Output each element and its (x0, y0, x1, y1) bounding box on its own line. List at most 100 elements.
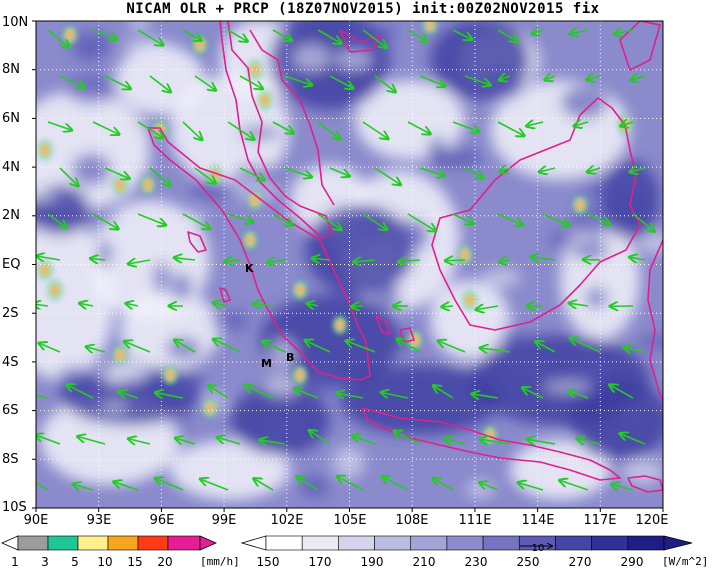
cloud-patch (101, 402, 128, 413)
wind-vector (587, 168, 601, 172)
clear-sky-patch (548, 232, 575, 249)
clear-sky-patch (96, 239, 113, 268)
wind-vector (284, 75, 312, 85)
precip-colorbar-cell (107, 535, 139, 551)
wind-vector (104, 167, 129, 178)
wind-vector (59, 167, 78, 186)
precip-colorbar-label: 1 (11, 555, 19, 569)
wind-vector (354, 260, 376, 262)
wind-vector (630, 257, 646, 260)
clear-sky-patch (394, 219, 431, 251)
clear-sky-patch (369, 282, 400, 313)
cloud-patch (543, 381, 593, 392)
wind-vector (209, 386, 229, 399)
wind-vector (362, 29, 386, 47)
precip-colorbar-lowcap (1, 535, 19, 551)
coastline (627, 475, 663, 493)
olr-colorbar-lowcap (240, 535, 267, 551)
precip-colorbar-label: 10 (97, 555, 113, 569)
wind-vector (452, 213, 473, 224)
wind-vector (59, 75, 85, 88)
olr-colorbar-label: 150 (256, 555, 280, 569)
wind-vector (312, 258, 331, 260)
wind-vector (346, 341, 376, 353)
lat-label: 4S (2, 355, 19, 370)
cloud-patch (621, 459, 663, 486)
clear-sky-patch (189, 178, 233, 200)
lat-label: 2N (2, 208, 20, 223)
rain-cell (462, 251, 468, 259)
wind-vector (294, 389, 319, 399)
rain-cell (247, 236, 253, 244)
wind-vector (464, 75, 490, 85)
wind-vector (442, 306, 454, 307)
wind-vector (73, 484, 94, 490)
olr-colorbar-label: 210 (412, 555, 436, 569)
wind-vector (317, 121, 340, 139)
wind-vector (175, 340, 196, 353)
wind-vector (438, 341, 466, 353)
wind-vector (394, 431, 421, 445)
precip-unit: [mm/h] (200, 555, 240, 568)
wind-vector (569, 303, 589, 306)
wind-vector (225, 260, 241, 262)
clear-sky-patch (570, 208, 613, 238)
clear-sky-patch (210, 311, 250, 331)
lat-label: 2S (2, 306, 19, 321)
lon-label: 114E (521, 513, 555, 528)
cloud-patch (430, 280, 510, 360)
cloud-patch (233, 177, 280, 203)
wind-vector (149, 75, 171, 92)
olr-colorbar-label: 170 (308, 555, 332, 569)
wind-vector (397, 339, 421, 353)
wind-vector (137, 29, 163, 45)
wind-vector (47, 213, 66, 228)
precip-colorbar-highcap (199, 535, 217, 551)
wind-vector (499, 76, 511, 80)
rain-cell (262, 96, 268, 104)
cloud-patch (510, 440, 610, 500)
marker-b: B (286, 351, 295, 364)
rain-cell (52, 286, 58, 294)
marker-m: M (261, 357, 272, 370)
coastline (187, 231, 207, 253)
clear-sky-patch (269, 415, 299, 436)
olr-unit: [W/m^2] (662, 555, 709, 568)
rain-cell (467, 296, 473, 304)
wind-vector (213, 339, 241, 353)
rain-cell (42, 266, 48, 274)
rain-cell (117, 351, 123, 359)
olr-colorbar-cell (591, 535, 629, 551)
coastline (147, 127, 371, 381)
clear-sky-patch (322, 238, 361, 251)
wind-vector (523, 388, 544, 399)
wind-vector (37, 256, 61, 260)
lat-label: 4N (2, 160, 20, 175)
olr-colorbar-label: 250 (516, 555, 540, 569)
olr-colorbar-label: 270 (568, 555, 592, 569)
wind-vector (445, 260, 466, 261)
olr-colorbar-cell (338, 535, 375, 551)
precip-colorbar-label: 3 (41, 555, 49, 569)
wind-vector (587, 76, 601, 80)
clear-sky-patch (171, 419, 189, 432)
cloud-patch (334, 49, 373, 70)
clear-sky-patch (636, 334, 663, 349)
wind-vector (620, 434, 646, 445)
clear-sky-patch (171, 273, 193, 302)
wind-vector (104, 75, 130, 89)
lat-label: 6N (2, 111, 20, 126)
wind-vector (381, 392, 409, 399)
wind-vector (374, 75, 395, 92)
wind-vector (92, 213, 118, 229)
clear-sky-patch (56, 366, 92, 398)
wind-vector (497, 213, 523, 225)
wind-vector (539, 168, 556, 172)
clear-sky-patch (512, 359, 550, 373)
rain-cell (197, 41, 203, 49)
wind-vector (531, 257, 556, 260)
wind-vector (480, 483, 499, 491)
wind-vector (499, 260, 511, 262)
clear-sky-patch (571, 240, 610, 261)
olr-colorbar-cell (446, 535, 484, 551)
